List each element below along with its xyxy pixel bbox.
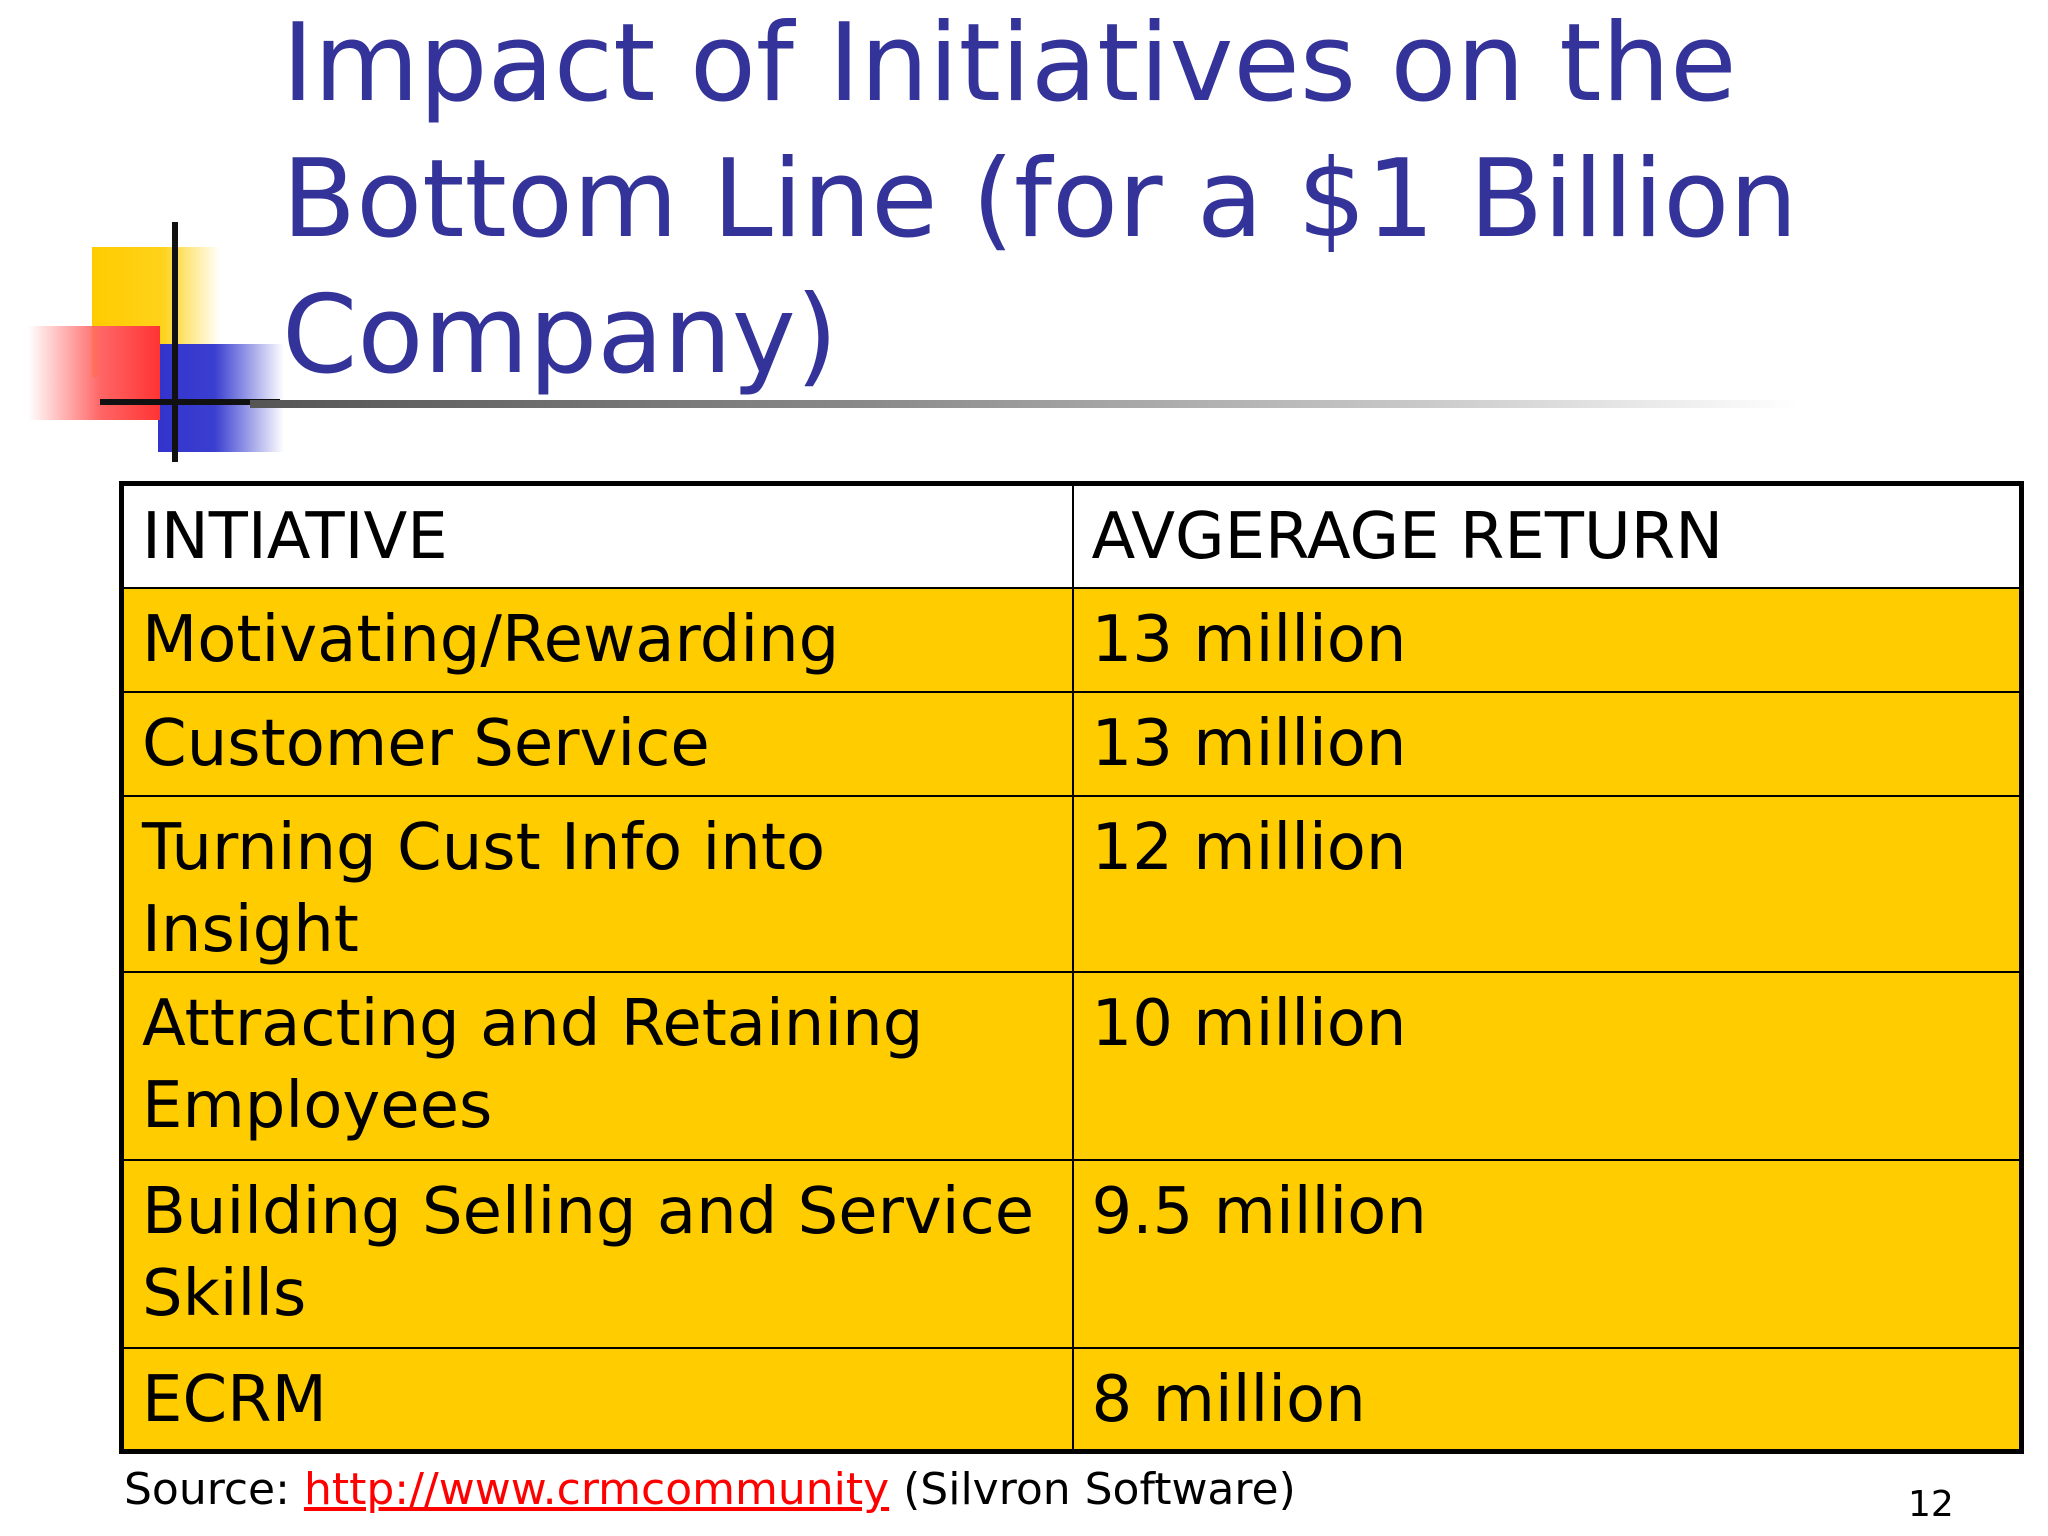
return-cell: 13 million	[1071, 586, 2023, 693]
title-underline-rule	[250, 400, 1800, 408]
source-prefix: Source:	[124, 1464, 304, 1515]
header-initiative: INTIATIVE	[120, 482, 1074, 589]
logo-red-block	[28, 326, 160, 420]
initiative-cell: Turning Cust Info into Insight	[120, 794, 1074, 973]
table-row: Attracting and Retaining Employees 10 mi…	[120, 970, 2023, 1161]
return-cell: 9.5 million	[1071, 1158, 2023, 1349]
slide-title: Impact of Initiatives on the Bottom Line…	[282, 1, 1798, 398]
logo-horizontal-line	[100, 399, 280, 405]
initiative-cell: Motivating/Rewarding	[120, 586, 1074, 693]
table-row: Motivating/Rewarding 13 million	[120, 586, 2023, 693]
header-average-return: AVGERAGE RETURN	[1071, 482, 2023, 589]
source-link[interactable]: http://www.crmcommunity	[303, 1464, 890, 1515]
table-row: Building Selling and Service Skills 9.5 …	[120, 1158, 2023, 1349]
return-cell: 10 million	[1071, 970, 2023, 1161]
initiatives-table: INTIATIVE AVGERAGE RETURN Motivating/Rew…	[119, 481, 2024, 1454]
page-number: 12	[1908, 1484, 1954, 1525]
initiative-cell: ECRM	[120, 1346, 1074, 1453]
table-row: Customer Service 13 million	[120, 690, 2023, 797]
initiative-cell: Building Selling and Service Skills	[120, 1158, 1074, 1349]
initiative-cell: Customer Service	[120, 690, 1074, 797]
source-suffix: (Silvron Software)	[889, 1464, 1296, 1515]
initiative-cell: Attracting and Retaining Employees	[120, 970, 1074, 1161]
logo-blue-block	[158, 344, 284, 452]
table-header-row: INTIATIVE AVGERAGE RETURN	[120, 482, 2023, 589]
return-cell: 13 million	[1071, 690, 2023, 797]
return-cell: 12 million	[1071, 794, 2023, 973]
table-row: ECRM 8 million	[120, 1346, 2023, 1453]
source-citation: Source: http://www.crmcommunity (Silvron…	[124, 1462, 1296, 1518]
logo-vertical-line	[172, 222, 178, 462]
return-cell: 8 million	[1071, 1346, 2023, 1453]
table-row: Turning Cust Info into Insight 12 millio…	[120, 794, 2023, 973]
